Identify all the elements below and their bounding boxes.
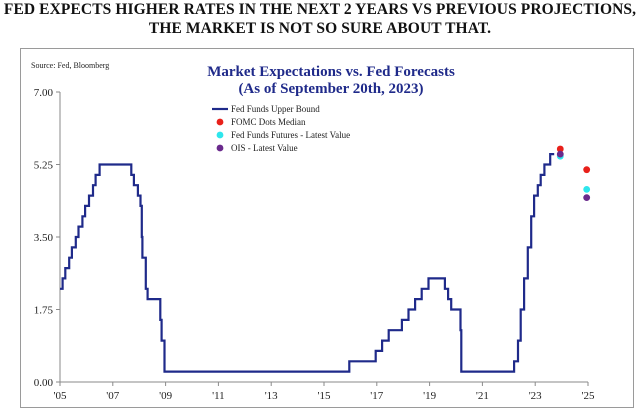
marker-fomc-dots-median [583,166,591,174]
legend-label: Fed Funds Upper Bound [231,104,320,114]
headline-line-1: FED EXPECTS HIGHER RATES IN THE NEXT 2 Y… [3,1,637,18]
source-note: Source: Fed, Bloomberg [31,61,109,70]
marker-fed-funds-futures-latest-value [583,185,591,193]
legend-swatch [216,118,224,126]
x-tick-label: '21 [476,390,489,402]
x-tick-label: '15 [318,390,331,402]
legend: Fed Funds Upper Bound FOMC Dots Median Fed… [212,104,350,153]
x-tick-label: '23 [529,390,542,402]
headline-line-2: THE MARKET IS NOT SO SURE ABOUT THAT. [148,20,492,37]
x-tick-label: '19 [423,390,436,402]
x-tick-label: '11 [212,390,225,402]
y-tick-label: 0.00 [34,377,54,389]
axes: 0.00 1.75 3.50 5.25 7.00 '05 '07 '09 '11 '13 '15 '1… [34,87,595,402]
marker-fomc-dots-median [556,145,564,153]
legend-label: OIS - Latest Value [231,143,298,153]
y-tick-label: 1.75 [34,305,54,317]
x-tick-label: '09 [159,390,172,402]
x-tick-label: '17 [370,390,383,402]
marker-ois-latest-value [583,194,591,202]
x-tick-label: '25 [582,390,595,402]
chart-panel: Source: Fed, Bloomberg Market Expectatio… [20,48,634,408]
series-line-fed-funds-upper-bound [60,153,555,373]
x-tick-label: '05 [54,390,67,402]
chart-title: Market Expectations vs. Fed Forecasts [207,64,455,80]
y-tick-label: 5.25 [34,160,54,172]
chart-svg: Source: Fed, Bloomberg Market Expectatio… [31,61,595,402]
legend-swatch [216,131,224,139]
y-tick-label: 7.00 [34,87,54,99]
legend-swatch [216,144,224,152]
chart-subtitle: (As of September 20th, 2023) [238,81,423,97]
series-layer [60,145,591,373]
y-tick-label: 3.50 [34,232,54,244]
legend-label: Fed Funds Futures - Latest Value [231,130,350,140]
x-tick-label: '13 [265,390,278,402]
legend-label: FOMC Dots Median [231,117,306,127]
x-tick-label: '07 [106,390,119,402]
headline: FED EXPECTS HIGHER RATES IN THE NEXT 2 Y… [0,0,640,38]
marker-ois-latest-value [556,150,564,158]
